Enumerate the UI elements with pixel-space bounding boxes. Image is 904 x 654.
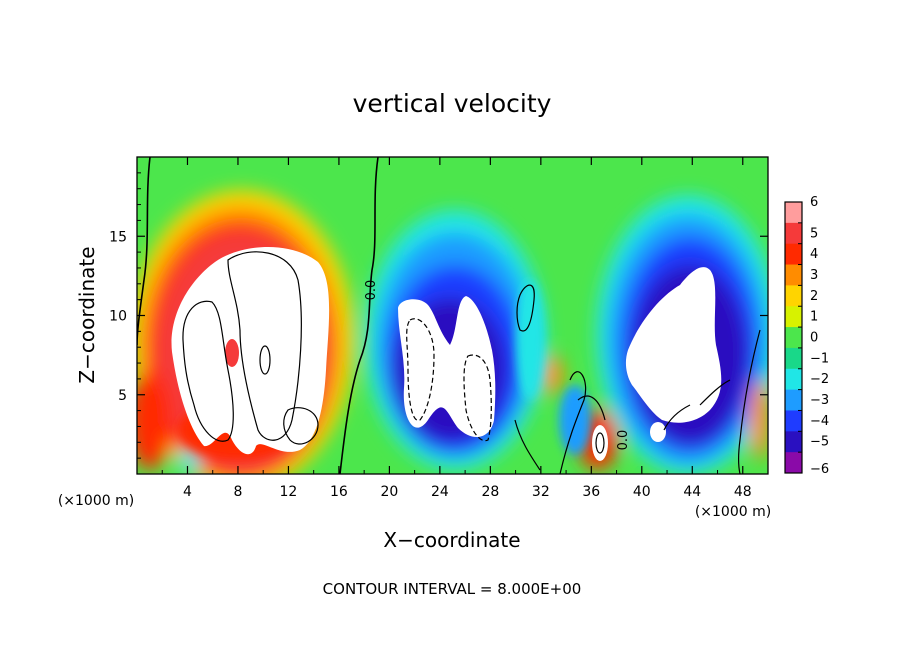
colorbar-label: 1	[810, 310, 818, 325]
colorbar-swatch	[785, 347, 802, 370]
colorbar-swatch	[785, 285, 802, 307]
colorbar-swatch	[785, 327, 802, 349]
colorbar-swatch	[785, 368, 802, 391]
colorbar-swatch	[785, 264, 802, 286]
x-tick-label: 48	[734, 484, 752, 500]
colorbar: 6 5 4 3 2 1 0 −1 −2 −3 −4 −5 −6	[784, 195, 829, 477]
x-unit-label-right: (×1000 m)	[695, 504, 771, 520]
colorbar-label: −1	[810, 351, 829, 366]
y-tick-label: 10	[109, 309, 127, 325]
colorbar-label: −6	[810, 462, 829, 477]
x-tick-label: 28	[481, 484, 499, 500]
colorbar-swatch	[785, 431, 802, 453]
x-tick-label: 8	[233, 484, 242, 500]
colorbar-label: −5	[810, 435, 829, 450]
core-inner-spot	[225, 339, 239, 367]
contour-interval-note: CONTOUR INTERVAL = 8.000E+00	[323, 580, 582, 598]
colorbar-label: 2	[810, 289, 818, 304]
colorbar-swatch	[785, 202, 802, 224]
velocity-field: 0.0 0.0	[137, 157, 768, 474]
x-tick-label: 24	[431, 484, 449, 500]
x-tick-label: 20	[380, 484, 398, 500]
colorbar-swatch	[785, 452, 802, 474]
colorbar-label: 3	[810, 268, 818, 283]
y-axis: 5 10 15	[109, 172, 768, 459]
y-tick-label: 5	[118, 388, 127, 404]
contour-label: 0.0	[364, 280, 379, 301]
colorbar-swatch	[785, 410, 802, 432]
colorbar-label: −3	[810, 393, 829, 408]
x-tick-label: 32	[532, 484, 550, 500]
x-tick-label: 12	[280, 484, 298, 500]
saturated-cores	[171, 246, 722, 461]
colorbar-label: 4	[810, 247, 818, 262]
x-tick-label: 36	[582, 484, 600, 500]
x-tick-label: 4	[183, 484, 192, 500]
contour-lines	[137, 157, 761, 474]
colorbar-label: 5	[810, 226, 818, 241]
y-axis-title: Z−coordinate	[75, 246, 99, 383]
colorbar-label: 0	[810, 331, 818, 346]
colorbar-label: −4	[810, 414, 829, 429]
colorbar-swatch	[785, 389, 802, 411]
colorbar-swatch	[785, 243, 802, 266]
x-axis: 4 8 12 16 20 24 28 32 36 40 44 48	[161, 157, 752, 500]
colorbar-swatch	[785, 222, 802, 245]
colorbar-swatch	[785, 306, 802, 328]
x-tick-label: 44	[683, 484, 701, 500]
y-tick-label: 15	[109, 229, 127, 245]
contour-labels: 0.0 0.0	[364, 280, 631, 451]
colorbar-label: 6	[810, 195, 818, 210]
colorbar-frame	[784, 201, 803, 474]
x-axis-title: X−coordinate	[383, 528, 520, 552]
colorbar-label: −2	[810, 372, 829, 387]
x-unit-label-left: (×1000 m)	[58, 493, 134, 509]
x-tick-label: 40	[633, 484, 651, 500]
x-tick-label: 16	[330, 484, 348, 500]
chart-title: vertical velocity	[353, 89, 552, 118]
contour-label: 0.0	[616, 430, 631, 451]
